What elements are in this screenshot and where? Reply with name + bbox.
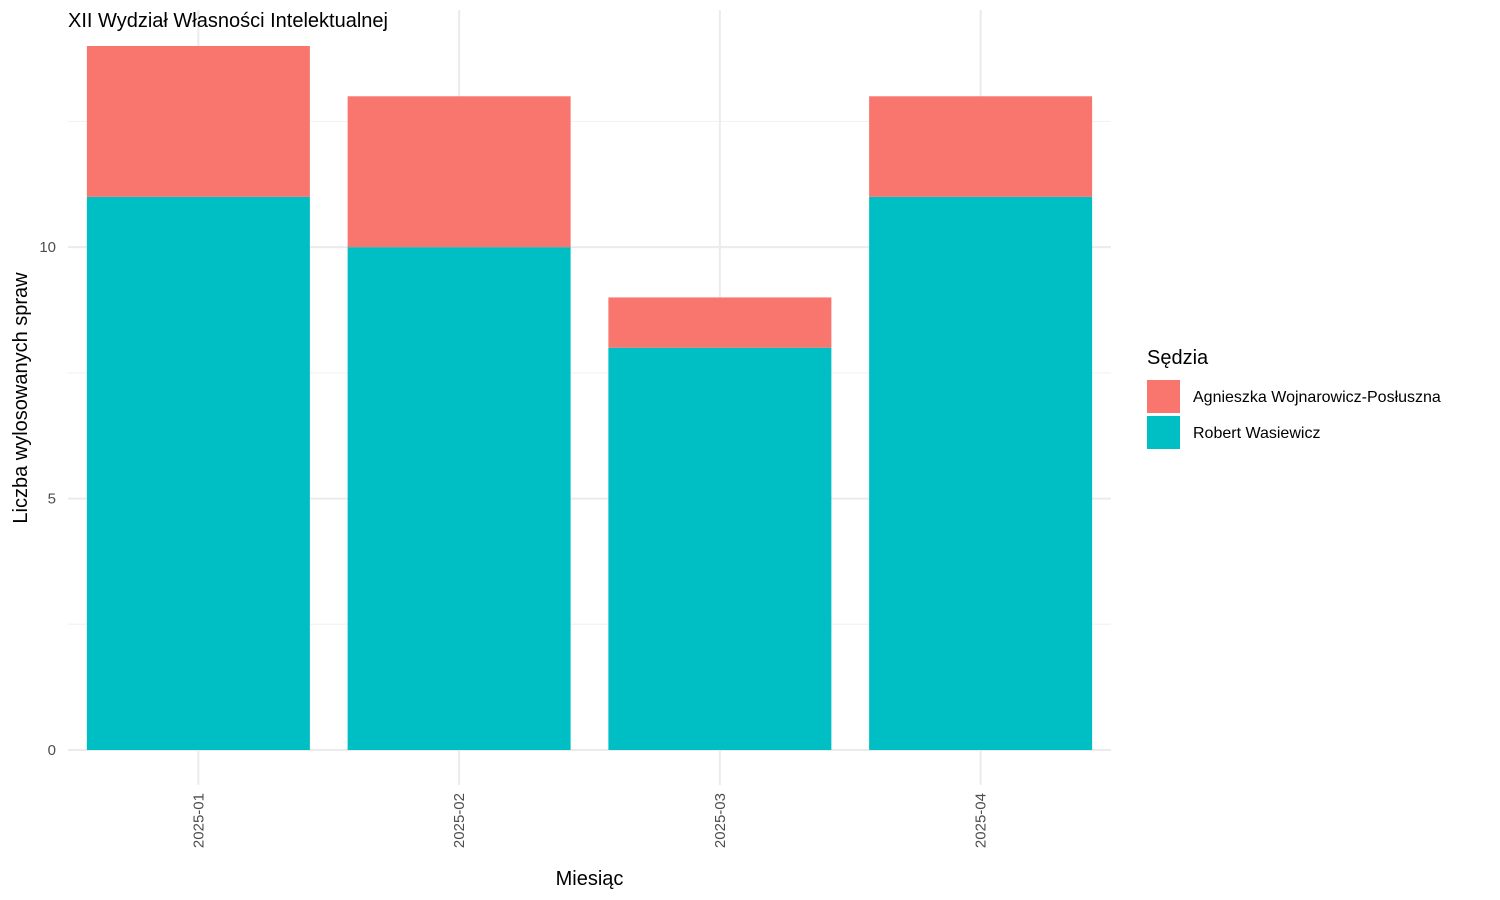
legend-label: Robert Wasiewicz [1193, 425, 1320, 442]
legend: Sędzia Agnieszka Wojnarowicz-Posłuszna Ro… [1147, 347, 1441, 449]
y-tick-label: 10 [39, 239, 56, 256]
bar-segment [86, 196, 310, 750]
bar-segment [347, 96, 571, 248]
x-tick-label: 2025-01 [190, 793, 207, 848]
bars-layer [86, 46, 1093, 750]
y-axis: 0 5 10 [39, 239, 56, 759]
legend-label: Agnieszka Wojnarowicz-Posłuszna [1193, 389, 1441, 406]
bar-segment [608, 347, 832, 750]
y-tick-label: 0 [48, 742, 56, 759]
bar-segment [347, 247, 571, 750]
legend-key [1147, 380, 1180, 413]
bar-segment [869, 96, 1093, 197]
x-tick-label: 2025-02 [451, 793, 468, 848]
legend-key [1147, 416, 1180, 449]
x-axis-title: Miesiąc [556, 868, 624, 890]
chart-title: XII Wydział Własności Intelektualnej [68, 10, 388, 32]
legend-items: Agnieszka Wojnarowicz-Posłuszna Robert Wa… [1147, 380, 1441, 449]
x-tick-label: 2025-03 [712, 793, 729, 848]
y-axis-title: Liczba wylosowanych spraw [10, 272, 32, 524]
bar-segment [869, 196, 1093, 750]
legend-title: Sędzia [1147, 347, 1209, 369]
x-tick-label: 2025-04 [973, 793, 990, 848]
y-tick-label: 5 [48, 491, 56, 508]
bar-segment [608, 297, 832, 348]
x-axis: 2025-01 2025-02 2025-03 2025-04 [190, 793, 989, 848]
bar-segment [86, 46, 310, 197]
